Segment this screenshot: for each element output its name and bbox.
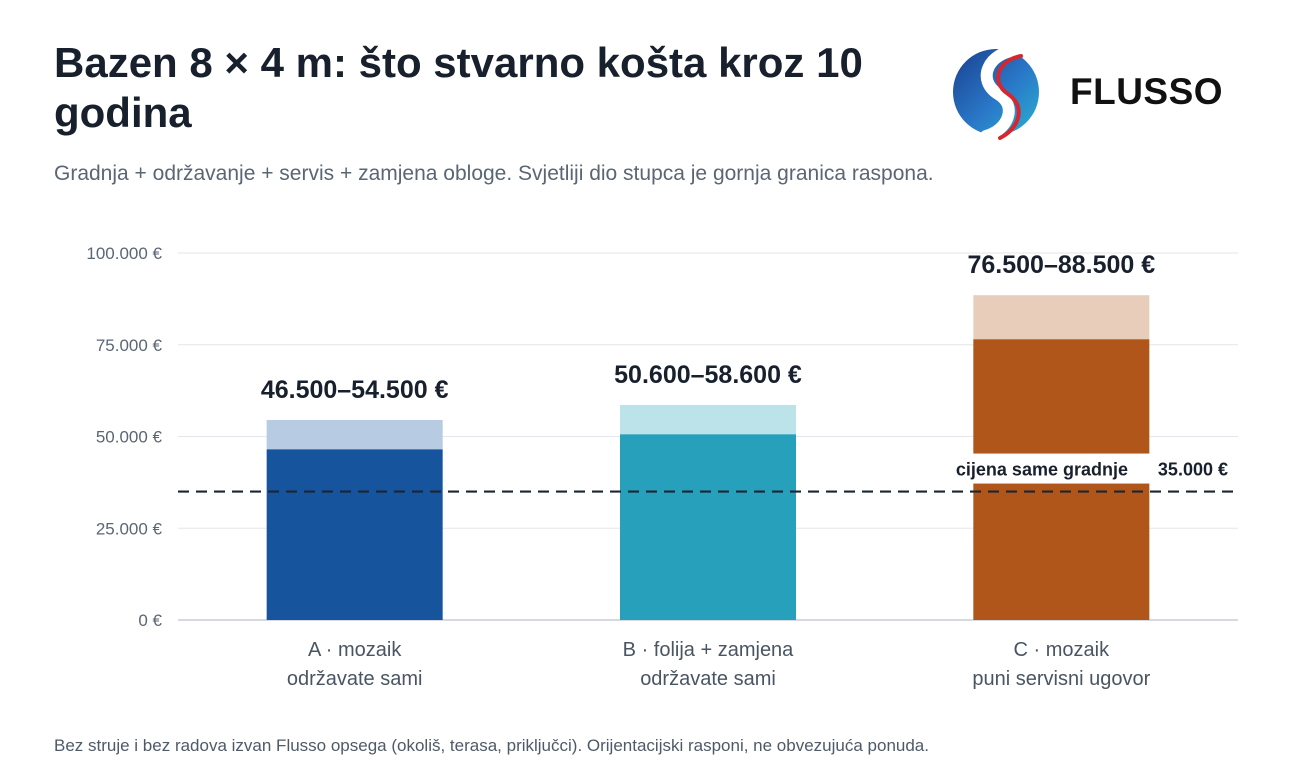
x-category-label: A · mozaik — [308, 639, 402, 661]
flusso-swirl-logo-icon — [953, 44, 1039, 142]
x-category-label: puni servisni ugovor — [972, 668, 1150, 690]
reference-line-label: cijena same gradnje — [956, 460, 1128, 480]
x-category-label: C · mozaik — [1014, 639, 1111, 661]
brand-name: FLUSSO — [1070, 71, 1224, 112]
bar-range-upper — [266, 419, 443, 450]
bar-range-upper — [973, 295, 1150, 340]
reference-line-value: 35.000 € — [1158, 460, 1228, 480]
x-category-label: B · folija + zamjena — [623, 639, 795, 661]
y-tick-label: 75.000 € — [96, 336, 163, 355]
y-tick-label: 0 € — [138, 611, 162, 630]
page-subtitle: Gradnja + održavanje + servis + zamjena … — [54, 162, 934, 185]
y-tick-label: 25.000 € — [96, 519, 163, 538]
x-category-label: održavate sami — [640, 668, 776, 690]
bar-value-label: 50.600–58.600 € — [614, 361, 802, 389]
footnote: Bez struje i bez radova izvan Flusso ops… — [54, 736, 929, 755]
bar-value-label: 46.500–54.500 € — [261, 376, 449, 404]
brand: FLUSSO — [948, 42, 1258, 142]
y-tick-label: 100.000 € — [86, 244, 162, 263]
x-category-label: održavate sami — [287, 668, 423, 690]
bar-range-lower — [620, 434, 796, 620]
y-tick-label: 50.000 € — [96, 428, 163, 447]
reference-label-background — [912, 453, 1238, 484]
bar-value-label: 76.500–88.500 € — [967, 251, 1155, 279]
bar-range-upper — [620, 404, 796, 435]
cost-bar-chart: 0 € 25.000 € 50.000 € 75.000 € 100.000 € 46.5… — [86, 244, 1238, 690]
bar-range-lower — [266, 449, 443, 620]
page-title: Bazen 8 × 4 m: što stvarno košta kroz 10… — [54, 39, 863, 136]
